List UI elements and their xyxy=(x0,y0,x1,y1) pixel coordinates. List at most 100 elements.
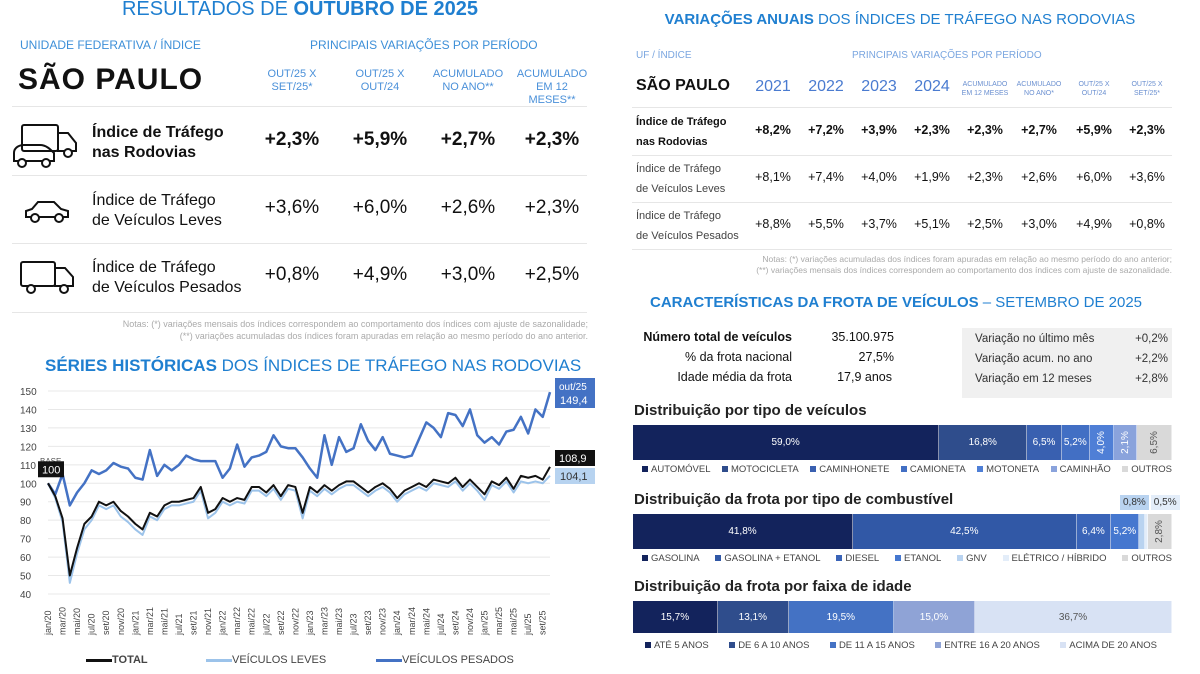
legend-swatch xyxy=(895,555,901,562)
x-tick-label: mai/22 xyxy=(247,608,257,635)
legend-item: OUTROS xyxy=(1122,553,1172,564)
row-value: +6,0% xyxy=(1076,170,1112,184)
bar-segment: 59,0% xyxy=(633,425,940,460)
row-value: +2,3% xyxy=(524,129,580,150)
column-header: OUT/25 X SET/25* xyxy=(252,68,332,94)
y-tick-label: 60 xyxy=(20,553,32,564)
x-tick-label: jan/23 xyxy=(305,610,315,636)
column-header: ACUMULADO NO ANO* xyxy=(1016,81,1062,97)
legend-swatch xyxy=(715,555,722,562)
y-tick-label: 100 xyxy=(20,479,37,490)
bar-segment: 2,8% xyxy=(1148,514,1172,549)
small-segment-labels: 0,8% 0,5% xyxy=(1120,495,1180,510)
distribution-title: Distribuição por tipo de veículos xyxy=(634,402,867,419)
segment-label: 13,1% xyxy=(738,611,767,623)
fleet-stat-value: 27,5% xyxy=(858,350,894,364)
bar-segment: 5,2% xyxy=(1111,514,1140,549)
row-value: +5,9% xyxy=(352,129,408,150)
column-header: ACUMULADO EM 12 MESES xyxy=(961,81,1009,97)
legend-swatch xyxy=(1060,642,1067,649)
header-periods: PRINCIPAIS VARIAÇÕES POR PERÍODO xyxy=(310,38,538,52)
y-tick-label: 90 xyxy=(20,498,32,509)
chart-legend: TOTAL VEÍCULOS LEVES VEÍCULOS PESADOS xyxy=(86,654,514,666)
distribution-title: Distribuição da frota por tipo de combus… xyxy=(634,491,954,508)
row-value: +3,6% xyxy=(1129,170,1165,184)
truck-car-icon xyxy=(10,121,80,176)
segment-label: 5,2% xyxy=(1063,437,1087,448)
bar-segment xyxy=(1144,514,1149,549)
x-tick-label: nov/22 xyxy=(290,608,300,635)
x-tick-label: nov/20 xyxy=(116,608,126,635)
results-title: RESULTADOS DE OUTUBRO DE 2025 xyxy=(121,0,478,20)
legend-item: OUTROS xyxy=(1122,464,1172,475)
segment-label: 36,7% xyxy=(1058,611,1088,623)
bar-segment: 42,5% xyxy=(852,514,1077,549)
row-value: +4,9% xyxy=(352,264,408,285)
x-tick-label: nov/24 xyxy=(465,608,475,635)
x-tick-label: set/24 xyxy=(450,610,460,635)
y-tick-label: 110 xyxy=(20,461,36,472)
annual-row: Índice de Tráfego de Veículos Pesados +8,8… xyxy=(0,204,1200,250)
year-column-header: 2021 xyxy=(755,78,791,95)
stacked-bar: 15,7% 13,1% 19,5% 15,0% 36,7% xyxy=(633,601,1172,633)
legend-swatch xyxy=(977,466,984,473)
legend-item: ACIMA DE 20 ANOS xyxy=(1060,640,1157,651)
divider xyxy=(632,249,1172,250)
bar-segment: 6,4% xyxy=(1076,514,1112,549)
row-value: +5,5% xyxy=(808,217,844,231)
row-value: +6,0% xyxy=(352,197,408,218)
legend-swatch xyxy=(729,642,736,649)
fleet-stat-value: 35.100.975 xyxy=(831,330,894,344)
stacked-bar: 41,8% 42,5% 6,4% 5,2% 2,8% xyxy=(633,514,1172,549)
row-value: +5,1% xyxy=(914,217,950,231)
legend-item: DIESEL xyxy=(836,553,879,564)
legend-pesados: VEÍCULOS PESADOS xyxy=(376,654,514,666)
bar-segment: 2,1% xyxy=(1113,425,1138,460)
fleet-title: CARACTERÍSTICAS DA FROTA DE VEÍCULOS – S… xyxy=(650,294,1143,311)
bar-segment: 4,0% xyxy=(1089,425,1114,460)
row-value: +0,8% xyxy=(1129,217,1165,231)
fleet-stat-label: % da frota nacional xyxy=(684,350,792,364)
bar-segment: 36,7% xyxy=(975,601,1172,633)
x-tick-label: jul/21 xyxy=(174,613,184,636)
distribution-legend: GASOLINA GASOLINA + ETANOL DIESEL ETANOL GNV… xyxy=(642,553,1172,564)
x-tick-label: set/20 xyxy=(101,610,111,635)
bar-segment: 19,5% xyxy=(788,601,894,633)
row-value: +2,3% xyxy=(1129,123,1165,137)
row-value: +4,0% xyxy=(861,170,897,184)
segment-label: 15,0% xyxy=(919,611,949,623)
segment-label: 59,0% xyxy=(771,437,800,448)
legend-total: TOTAL xyxy=(86,654,206,666)
row-value: +4,9% xyxy=(1076,217,1112,231)
row-value: +2,3% xyxy=(967,170,1003,184)
variation-value: +2,2% xyxy=(1135,353,1168,365)
legend-item: AUTOMÓVEL xyxy=(642,464,710,475)
series-line-ve-culos-pesados xyxy=(46,391,552,507)
x-tick-label: mai/23 xyxy=(334,608,344,635)
x-tick-label: mar/20 xyxy=(58,607,68,635)
x-tick-label: mai/24 xyxy=(421,608,431,635)
x-tick-label: jul/23 xyxy=(349,613,359,636)
r-header-uf: UF / ÍNDICE xyxy=(636,50,692,61)
legend-item: ELÉTRICO / HÍBRIDO xyxy=(1002,553,1107,564)
row-value: +3,0% xyxy=(1021,217,1057,231)
state-name: SÃO PAULO xyxy=(18,63,204,96)
end-label-pesados-box xyxy=(555,378,595,408)
legend-swatch xyxy=(810,466,817,473)
segment-label: 19,5% xyxy=(826,611,856,623)
bar-segment: 15,0% xyxy=(893,601,976,633)
segment-label: 2,8% xyxy=(1154,520,1166,543)
legend-leves: VEÍCULOS LEVES xyxy=(206,654,376,666)
row-label: Índice de Tráfego de Veículos Leves xyxy=(92,192,222,229)
row-value: +3,9% xyxy=(861,123,897,137)
divider xyxy=(632,202,1172,203)
row-value: +5,9% xyxy=(1076,123,1112,137)
legend-item: ETANOL xyxy=(895,553,941,564)
legend-swatch xyxy=(900,466,907,473)
column-header-line1: ACUMULADO xyxy=(432,68,504,80)
legend-item: GASOLINA xyxy=(642,553,700,564)
row-label: Índice de Tráfego de Veículos Pesados xyxy=(636,210,739,242)
row-value: +2,5% xyxy=(524,264,580,285)
x-tick-label: jan/22 xyxy=(218,610,228,636)
chart-title: SÉRIES HISTÓRICAS DOS ÍNDICES DE TRÁFEGO… xyxy=(45,356,582,375)
